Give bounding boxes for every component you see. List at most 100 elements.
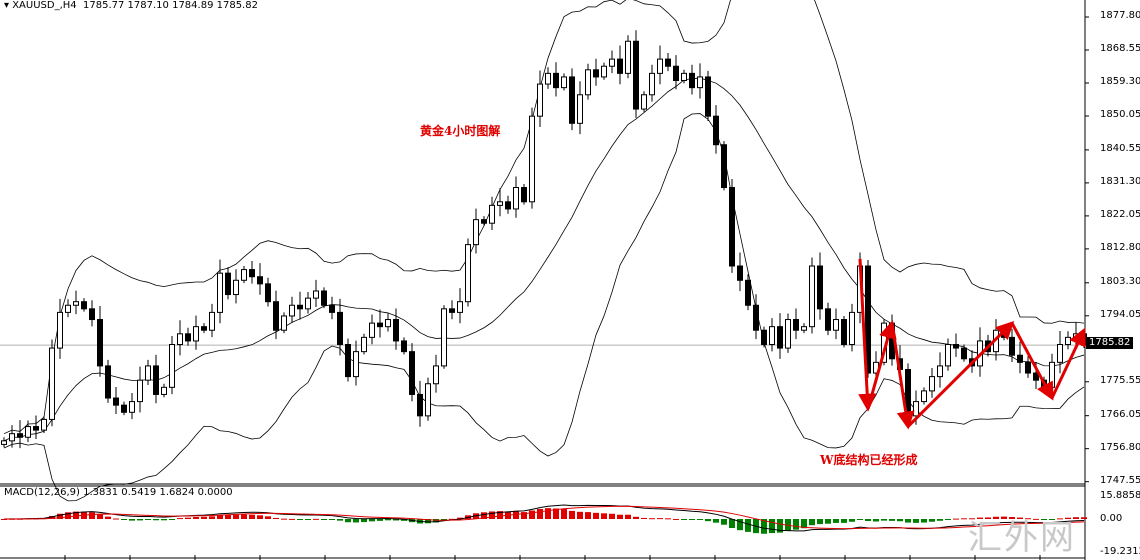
macd-histogram-bar: [385, 519, 391, 521]
candle-body: [753, 304, 759, 331]
candle-body: [585, 69, 591, 96]
macd-histogram-bar: [657, 518, 663, 520]
macd-histogram-bar: [609, 513, 615, 519]
candle-body: [361, 336, 367, 353]
candle-body: [161, 386, 167, 395]
candle-body: [1057, 344, 1063, 363]
candle-body: [1025, 361, 1031, 374]
candle-body: [625, 40, 631, 74]
w-pattern-arrow: [890, 322, 915, 430]
price-tick-label: 1840.55: [1100, 142, 1140, 154]
macd-histogram-bar: [921, 519, 927, 523]
macd-histogram-bar: [625, 514, 631, 519]
macd-histogram-bar: [633, 516, 639, 519]
macd-histogram-bar: [369, 519, 375, 522]
candles: [1, 30, 1087, 449]
title-annotation: 黄金4小时图解: [420, 124, 501, 138]
candle-body: [657, 58, 663, 74]
candle-body: [169, 344, 175, 388]
candle-body: [265, 283, 271, 303]
candle-body: [185, 333, 191, 342]
macd-histogram-bar: [897, 519, 903, 522]
macd-histogram-bar: [929, 519, 935, 522]
macd-histogram-bar: [905, 519, 911, 523]
macd-histogram-bar: [585, 512, 591, 519]
candle-body: [697, 76, 703, 89]
price-tick-label: 1877.80: [1100, 10, 1140, 21]
candle-body: [737, 265, 743, 281]
macd-histogram-bar: [1057, 518, 1063, 520]
macd-histogram-bar: [737, 519, 743, 531]
macd-tick-label: -19.2312: [1100, 546, 1140, 557]
macd-histogram-bar: [489, 511, 495, 519]
candle-body: [593, 69, 599, 78]
price-tick-label: 1850.05: [1100, 109, 1140, 120]
macd-histogram-bar: [985, 517, 991, 519]
macd-histogram-bar: [857, 519, 863, 520]
macd-histogram-bar: [937, 519, 943, 521]
candle-body: [401, 340, 407, 353]
macd-histogram-bar: [425, 519, 431, 524]
candle-body: [729, 187, 735, 267]
macd-histogram-bar: [681, 519, 687, 520]
w-pattern-arrow: [866, 320, 897, 410]
macd-histogram-bar: [529, 510, 535, 519]
bollinger-upper: [3, 0, 1085, 435]
macd-histogram-bar: [89, 512, 95, 519]
candle-body: [417, 393, 423, 417]
macd-histogram-bar: [617, 514, 623, 519]
candle-body: [65, 304, 71, 313]
candle-body: [409, 351, 415, 395]
candle-body: [1049, 361, 1055, 388]
candle-body: [257, 276, 263, 285]
candle-body: [705, 76, 711, 117]
macd-histogram-bar: [641, 517, 647, 519]
candle-body: [777, 326, 783, 349]
macd-histogram-bar: [153, 519, 159, 521]
candle-body: [473, 219, 479, 246]
candle-body: [961, 347, 967, 360]
candle-body: [945, 344, 951, 367]
candle-body: [113, 397, 119, 406]
macd-histogram-bar: [881, 519, 887, 521]
macd-histogram-bar: [553, 508, 559, 519]
candle-body: [249, 269, 255, 278]
candle-body: [865, 265, 871, 374]
macd-histogram-bar: [825, 519, 831, 524]
price-tick-label: 1756.80: [1100, 441, 1140, 453]
price-tick-label: 1803.30: [1100, 275, 1140, 287]
candle-body: [321, 290, 327, 306]
candle-body: [313, 290, 319, 299]
macd-histogram-bar: [457, 517, 463, 519]
w-pattern-arrow: [1010, 322, 1054, 401]
macd-histogram-bar: [377, 519, 383, 521]
candle-body: [745, 279, 751, 306]
macd-histogram-bar: [393, 519, 399, 521]
candle-body: [49, 347, 55, 420]
macd-histogram-bar: [345, 519, 351, 523]
macd-histogram-bar: [73, 511, 79, 519]
price-tick-label: 1747.55: [1100, 474, 1140, 486]
macd-signal-line: [3, 505, 1085, 530]
macd-histogram-bar: [849, 519, 855, 522]
macd-histogram-bar: [1025, 518, 1031, 520]
macd-histogram-bar: [441, 519, 447, 521]
candle-body: [673, 65, 679, 82]
macd-histogram-bar: [361, 519, 367, 523]
candle-body: [545, 72, 551, 85]
macd-histogram-bar: [1, 519, 7, 520]
macd-histogram-bar: [137, 519, 143, 521]
macd-histogram-bar: [697, 519, 703, 520]
macd-histogram-bar: [721, 519, 727, 525]
macd-histogram-bar: [769, 519, 775, 534]
price-tick-label: 1812.80: [1100, 241, 1140, 253]
macd-histogram-bar: [889, 519, 895, 521]
candle-body: [81, 301, 87, 310]
candle-body: [89, 308, 95, 321]
candle-body: [721, 144, 727, 189]
candle-body: [273, 301, 279, 331]
candle-body: [57, 311, 63, 349]
macd-histogram-bar: [569, 510, 575, 519]
macd-histogram-bar: [497, 511, 503, 519]
